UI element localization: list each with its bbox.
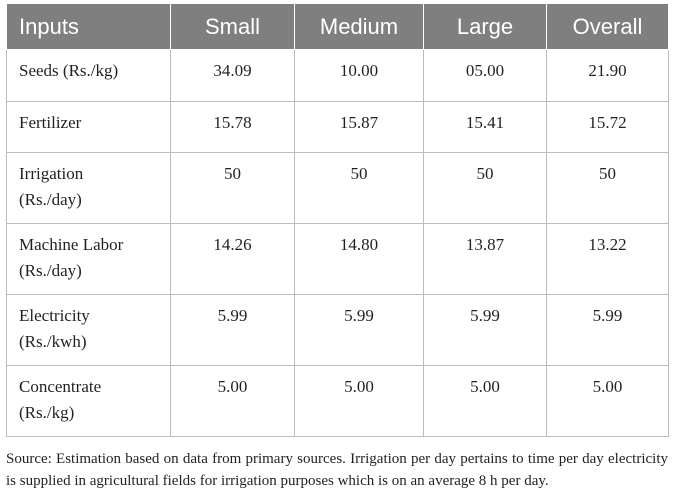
row-label-line2: (Rs./kg) <box>19 403 75 422</box>
header-overall: Overall <box>546 3 669 50</box>
header-large: Large <box>423 3 547 50</box>
cell-overall: 13.22 <box>546 223 669 295</box>
cell-overall: 5.00 <box>546 365 669 437</box>
row-label-line2: (Rs./day) <box>19 190 82 209</box>
row-label-line1: Concentrate <box>19 377 102 396</box>
row-label-line2: (Rs./kwh) <box>19 332 87 351</box>
header-inputs: Inputs <box>6 3 171 50</box>
table-row: Irrigation (Rs./day) 50 50 50 50 <box>6 152 669 224</box>
cell-overall: 5.99 <box>546 294 669 366</box>
row-label-fertilizer: Fertilizer <box>6 101 171 153</box>
row-label-line2: (Rs./day) <box>19 261 82 280</box>
row-label-seeds: Seeds (Rs./kg) <box>6 49 171 102</box>
row-label-irrigation: Irrigation (Rs./day) <box>6 152 171 224</box>
header-small: Small <box>170 3 295 50</box>
row-label-line1: Irrigation <box>19 164 84 183</box>
row-label-line1: Machine Labor <box>19 235 124 254</box>
cell-large: 05.00 <box>423 49 547 102</box>
cell-overall: 50 <box>546 152 669 224</box>
table-header: Inputs Small Medium Large Overall <box>6 3 669 50</box>
row-label-line1: Fertilizer <box>19 113 82 132</box>
table-body: Seeds (Rs./kg) 34.09 10.00 05.00 21.90 F… <box>6 49 669 437</box>
row-label-line1: Electricity <box>19 306 90 325</box>
table-container: Inputs Small Medium Large Overall Seeds … <box>6 3 669 492</box>
table-row: Electricity (Rs./kwh) 5.99 5.99 5.99 5.99 <box>6 294 669 366</box>
table-row: Machine Labor (Rs./day) 14.26 14.80 13.87… <box>6 223 669 295</box>
cell-large: 5.00 <box>423 365 547 437</box>
table-row: Concentrate (Rs./kg) 5.00 5.00 5.00 5.00 <box>6 365 669 437</box>
row-label-electricity: Electricity (Rs./kwh) <box>6 294 171 366</box>
table-row: Fertilizer 15.78 15.87 15.41 15.72 <box>6 101 669 153</box>
cell-small: 14.26 <box>170 223 295 295</box>
cell-small: 5.00 <box>170 365 295 437</box>
cell-overall: 21.90 <box>546 49 669 102</box>
cell-large: 5.99 <box>423 294 547 366</box>
cell-small: 5.99 <box>170 294 295 366</box>
row-label-machine-labor: Machine Labor (Rs./day) <box>6 223 171 295</box>
inputs-cost-table: Inputs Small Medium Large Overall Seeds … <box>6 3 669 437</box>
cell-small: 50 <box>170 152 295 224</box>
cell-medium: 14.80 <box>294 223 424 295</box>
cell-medium: 10.00 <box>294 49 424 102</box>
cell-medium: 5.00 <box>294 365 424 437</box>
row-label-line1: Seeds (Rs./kg) <box>19 61 119 80</box>
table-footnote: Source: Estimation based on data from pr… <box>6 451 668 489</box>
cell-large: 15.41 <box>423 101 547 153</box>
header-row: Inputs Small Medium Large Overall <box>6 3 669 50</box>
table-row: Seeds (Rs./kg) 34.09 10.00 05.00 21.90 <box>6 49 669 102</box>
cell-medium: 50 <box>294 152 424 224</box>
cell-medium: 15.87 <box>294 101 424 153</box>
row-label-concentrate: Concentrate (Rs./kg) <box>6 365 171 437</box>
cell-large: 13.87 <box>423 223 547 295</box>
cell-small: 34.09 <box>170 49 295 102</box>
cell-medium: 5.99 <box>294 294 424 366</box>
cell-overall: 15.72 <box>546 101 669 153</box>
cell-small: 15.78 <box>170 101 295 153</box>
header-medium: Medium <box>294 3 424 50</box>
cell-large: 50 <box>423 152 547 224</box>
